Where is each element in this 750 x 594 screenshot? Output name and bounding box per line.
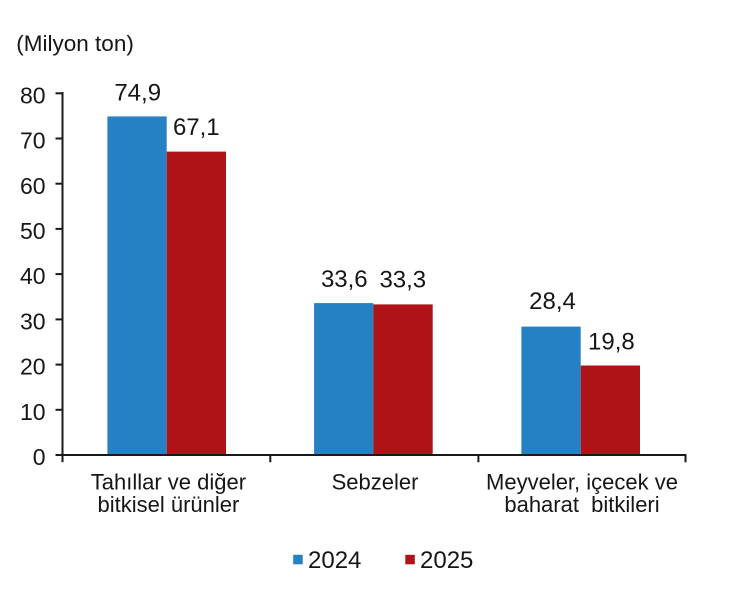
svg-text:10: 10 bbox=[20, 399, 46, 425]
svg-text:Tahıllar ve diğer: Tahıllar ve diğer bbox=[91, 470, 246, 495]
svg-text:74,9: 74,9 bbox=[114, 80, 161, 107]
svg-text:(Milyon ton): (Milyon ton) bbox=[16, 31, 134, 56]
svg-text:Meyveler, içecek ve: Meyveler, içecek ve bbox=[486, 470, 678, 495]
svg-text:bitkisel ürünler: bitkisel ürünler bbox=[97, 492, 239, 517]
svg-text:20: 20 bbox=[20, 354, 46, 380]
svg-text:33,3: 33,3 bbox=[379, 266, 426, 293]
svg-text:80: 80 bbox=[20, 82, 46, 108]
svg-text:33,6: 33,6 bbox=[321, 266, 368, 293]
svg-text:2025: 2025 bbox=[420, 547, 473, 574]
svg-text:0: 0 bbox=[33, 444, 46, 470]
svg-text:40: 40 bbox=[20, 263, 46, 289]
svg-text:2024: 2024 bbox=[308, 547, 361, 574]
svg-text:28,4: 28,4 bbox=[529, 288, 576, 315]
svg-text:60: 60 bbox=[20, 173, 46, 199]
svg-text:67,1: 67,1 bbox=[173, 114, 220, 141]
svg-text:19,8: 19,8 bbox=[588, 329, 635, 356]
svg-text:Sebzeler: Sebzeler bbox=[332, 470, 419, 495]
svg-text:70: 70 bbox=[20, 128, 46, 154]
svg-text:baharat bitkileri: baharat bitkileri bbox=[504, 492, 659, 517]
svg-text:50: 50 bbox=[20, 218, 46, 244]
svg-text:30: 30 bbox=[20, 308, 46, 334]
